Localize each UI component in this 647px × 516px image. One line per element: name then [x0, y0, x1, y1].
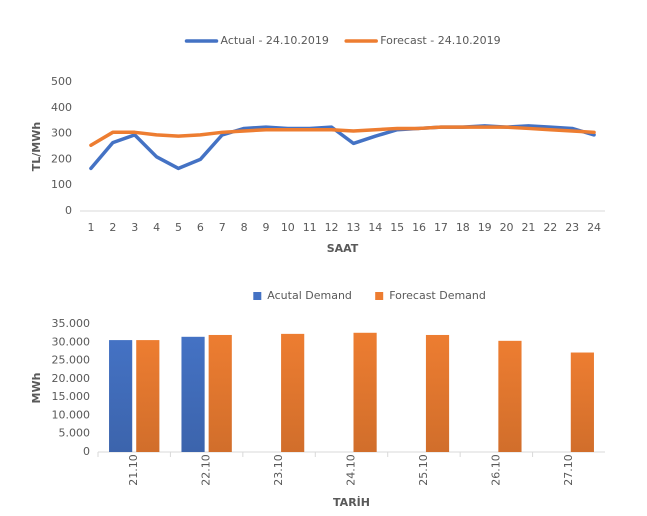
line-series: [89, 124, 596, 171]
x-tick-label: 8: [241, 221, 248, 234]
x-tick-label: 14: [368, 221, 382, 234]
y-tick-label: 25.000: [52, 354, 91, 367]
y-tick-label: 10.000: [52, 408, 91, 421]
x-tick-label: 19: [478, 221, 492, 234]
x-tick-label: 20: [500, 221, 514, 234]
y-tick-label: 0: [65, 204, 72, 217]
y-tick-label: 15.000: [52, 390, 91, 403]
y-tick-label: 200: [51, 152, 72, 165]
bar: [109, 340, 133, 452]
x-tick-label: 21.10: [127, 454, 140, 486]
legend-swatch: [253, 292, 262, 300]
y-tick-label: 100: [51, 178, 72, 191]
x-tick-label: 22.10: [200, 454, 213, 486]
x-tick-label: 7: [219, 221, 226, 234]
y-tick-label: 30.000: [52, 335, 91, 348]
x-tick-label: 3: [131, 221, 138, 234]
x-tick-label: 10: [281, 221, 295, 234]
x-tick-label: 21: [521, 221, 535, 234]
bar: [181, 336, 205, 452]
y-tick-label: 0: [83, 445, 90, 458]
line-series: [89, 125, 596, 147]
y-axis-title: TL/MWh: [30, 122, 43, 171]
bar: [353, 332, 377, 452]
bar: [498, 340, 522, 452]
x-tick-label: 26.10: [489, 454, 502, 486]
bar: [136, 340, 160, 452]
legend-label: Acutal Demand: [267, 289, 352, 302]
x-axis-title: TARİH: [333, 495, 370, 509]
legend-swatch: [375, 292, 384, 300]
bar: [281, 333, 305, 452]
x-tick-label: 2: [109, 221, 116, 234]
x-tick-label: 23.10: [272, 454, 285, 486]
x-tick-label: 24: [587, 221, 601, 234]
y-tick-label: 5.000: [59, 427, 91, 440]
bar: [425, 334, 450, 452]
x-tick-label: 18: [456, 221, 470, 234]
legend-label: Forecast Demand: [389, 289, 486, 302]
x-tick-label: 1: [87, 221, 94, 234]
x-tick-label: 6: [197, 221, 204, 234]
x-tick-label: 9: [262, 221, 269, 234]
y-tick-label: 300: [51, 127, 72, 140]
bar: [208, 334, 232, 452]
bar: [570, 352, 594, 452]
y-tick-label: 35.000: [52, 317, 91, 330]
x-tick-label: 13: [346, 221, 360, 234]
legend-label: Actual - 24.10.2019: [221, 34, 329, 47]
x-tick-label: 5: [175, 221, 182, 234]
x-axis-title: SAAT: [327, 242, 359, 255]
x-tick-label: 22: [543, 221, 557, 234]
y-axis-title: MWh: [30, 373, 43, 404]
x-tick-label: 4: [153, 221, 160, 234]
y-tick-label: 20.000: [52, 372, 91, 385]
legend-label: Forecast - 24.10.2019: [380, 34, 501, 47]
x-tick-label: 16: [412, 221, 426, 234]
x-tick-label: 17: [434, 221, 448, 234]
x-tick-label: 12: [325, 221, 339, 234]
x-tick-label: 23: [565, 221, 579, 234]
x-tick-label: 15: [390, 221, 404, 234]
y-tick-label: 500: [51, 75, 72, 88]
x-tick-label: 25.10: [417, 454, 430, 486]
x-tick-label: 24.10: [345, 454, 358, 486]
y-tick-label: 400: [51, 101, 72, 114]
x-tick-label: 11: [303, 221, 317, 234]
x-tick-label: 27.10: [562, 454, 575, 486]
